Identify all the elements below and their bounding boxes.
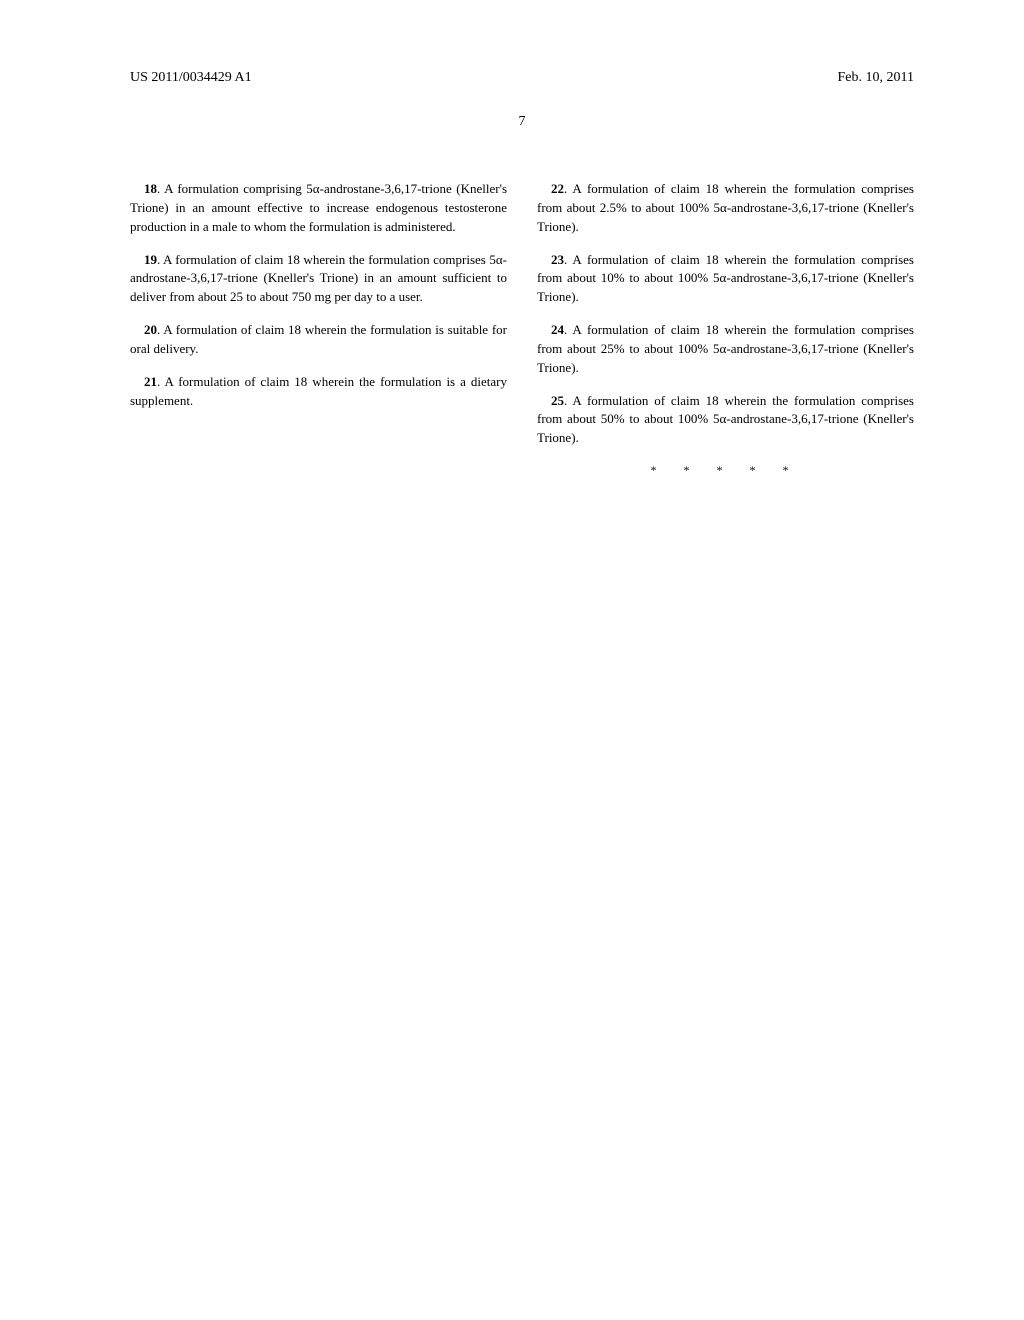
claim-text: . A formulation of claim 18 wherein the … [537,322,914,375]
claim-number: 19 [144,252,157,267]
claim-text: . A formulation of claim 18 wherein the … [130,322,507,356]
claim-text: . A formulation of claim 18 wherein the … [537,393,914,446]
claim-text: . A formulation comprising 5α-androstane… [130,181,507,234]
claim-number: 22 [551,181,564,196]
end-marks: * * * * * [537,462,914,479]
patent-page: US 2011/0034429 A1 Feb. 10, 2011 7 18. A… [0,0,1024,540]
right-column: 22. A formulation of claim 18 wherein th… [537,180,914,480]
claim-22: 22. A formulation of claim 18 wherein th… [537,180,914,237]
claim-20: 20. A formulation of claim 18 wherein th… [130,321,507,359]
left-column: 18. A formulation comprising 5α-androsta… [130,180,507,480]
page-header: US 2011/0034429 A1 Feb. 10, 2011 [130,70,914,86]
publication-number: US 2011/0034429 A1 [130,70,252,86]
claim-24: 24. A formulation of claim 18 wherein th… [537,321,914,378]
claim-25: 25. A formulation of claim 18 wherein th… [537,392,914,449]
claim-text: . A formulation of claim 18 wherein the … [537,252,914,305]
claim-18: 18. A formulation comprising 5α-androsta… [130,180,507,237]
claim-number: 24 [551,322,564,337]
claim-21: 21. A formulation of claim 18 wherein th… [130,373,507,411]
claim-text: . A formulation of claim 18 wherein the … [537,181,914,234]
claim-number: 20 [144,322,157,337]
claim-text: . A formulation of claim 18 wherein the … [130,374,507,408]
two-column-body: 18. A formulation comprising 5α-androsta… [130,180,914,480]
claim-number: 18 [144,181,157,196]
claim-text: . A formulation of claim 18 wherein the … [130,252,507,305]
claim-23: 23. A formulation of claim 18 wherein th… [537,251,914,308]
claim-number: 23 [551,252,564,267]
page-number: 7 [130,114,914,130]
claim-number: 21 [144,374,157,389]
publication-date: Feb. 10, 2011 [838,70,914,86]
claim-number: 25 [551,393,564,408]
claim-19: 19. A formulation of claim 18 wherein th… [130,251,507,308]
